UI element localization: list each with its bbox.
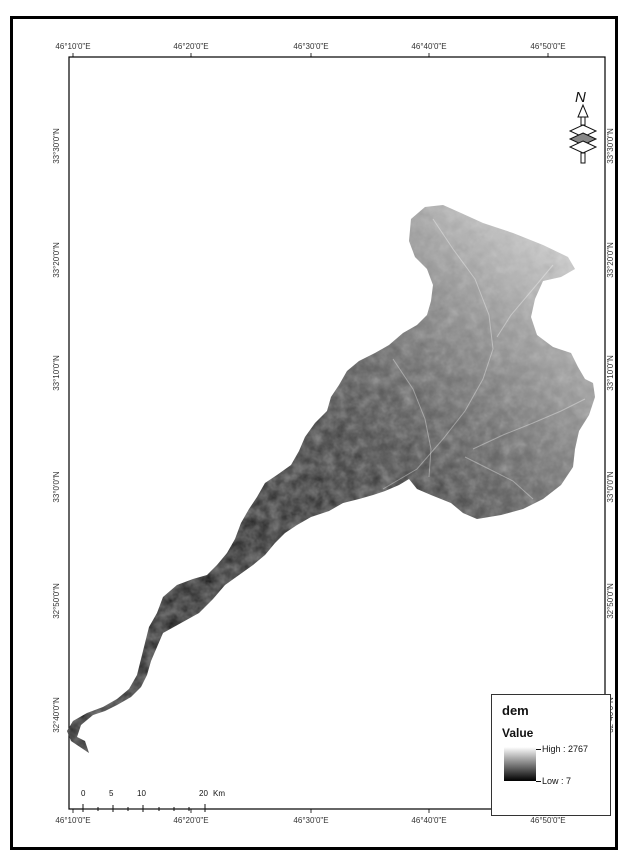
- scale-label: 5: [109, 789, 114, 798]
- left-tick-label: 33°30'0"N: [52, 128, 61, 164]
- left-tick-label: 33°10'0"N: [52, 355, 61, 391]
- scale-label: 10: [137, 789, 146, 798]
- legend: dem Value High : 2767 Low : 7: [491, 694, 611, 816]
- scale-label: 20: [199, 789, 208, 798]
- right-tick-label: 33°20'0"N: [606, 242, 615, 278]
- north-label: N: [575, 89, 586, 106]
- top-tick-label: 46°10'0"E: [55, 42, 90, 51]
- top-tick-label: 46°20'0"E: [173, 42, 208, 51]
- dem-raster: [67, 205, 595, 753]
- scale-bar: 0 5 10 20 Km: [79, 789, 229, 821]
- map-frame: 46°10'0"E 46°20'0"E 46°30'0"E 46°40'0"E …: [10, 16, 618, 850]
- drainage-lines: [382, 218, 586, 500]
- right-tick-label: 33°10'0"N: [606, 355, 615, 391]
- scale-label: 0: [81, 789, 86, 798]
- legend-subtitle: Value: [502, 726, 534, 740]
- legend-color-ramp: [504, 747, 536, 781]
- bottom-tick-label: 46°10'0"E: [55, 816, 90, 825]
- top-tick-label: 46°50'0"E: [530, 42, 565, 51]
- bottom-tick-label: 46°30'0"E: [293, 816, 328, 825]
- left-tick-label: 32°40'0"N: [52, 697, 61, 733]
- legend-high-label: High : 2767: [542, 744, 589, 754]
- legend-low-tick: [536, 781, 541, 782]
- left-tick-label: 32°50'0"N: [52, 583, 61, 619]
- right-tick-label: 32°50'0"N: [606, 583, 615, 619]
- left-tick-label: 33°20'0"N: [52, 242, 61, 278]
- bottom-tick-label: 46°20'0"E: [173, 816, 208, 825]
- right-tick-label: 33°0'0"N: [606, 471, 615, 502]
- map-neatline: [68, 56, 606, 810]
- legend-low-label: Low : 7: [542, 776, 572, 786]
- legend-title: dem: [502, 703, 529, 718]
- north-arrow-icon: [568, 103, 598, 164]
- scale-bar-graphic: [82, 804, 206, 812]
- top-tick-label: 46°40'0"E: [411, 42, 446, 51]
- top-tick-label: 46°30'0"E: [293, 42, 328, 51]
- left-tick-label: 33°0'0"N: [52, 471, 61, 502]
- map-canvas: 46°10'0"E 46°20'0"E 46°30'0"E 46°40'0"E …: [52, 42, 615, 825]
- legend-high-tick: [536, 749, 541, 750]
- right-tick-label: 33°30'0"N: [606, 128, 615, 164]
- north-arrow: N: [568, 89, 598, 169]
- bottom-tick-label: 46°40'0"E: [411, 816, 446, 825]
- bottom-tick-label: 46°50'0"E: [530, 816, 565, 825]
- scale-unit: Km: [213, 789, 225, 798]
